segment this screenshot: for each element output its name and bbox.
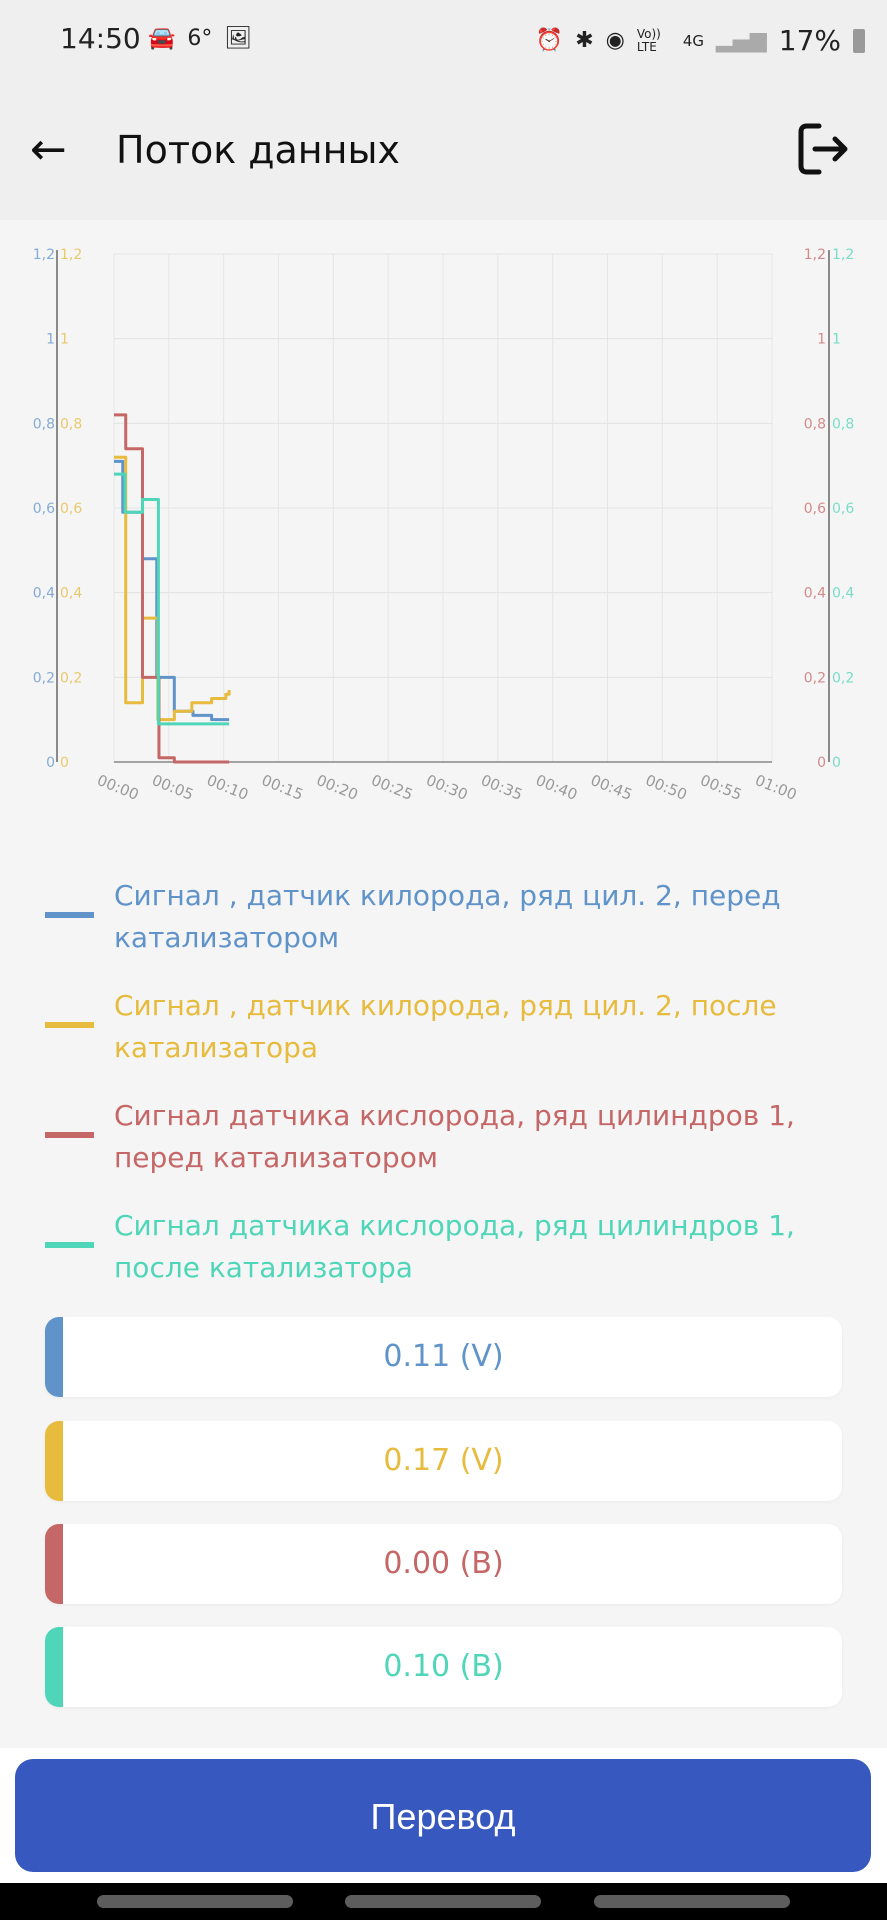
car-lock-icon: 🚘	[148, 26, 176, 51]
translate-button[interactable]: Перевод	[15, 1759, 871, 1872]
x-tick-label: 00:20	[314, 771, 361, 804]
y-tick-label-right-red: 0,6	[804, 501, 826, 517]
y-tick-label-left-yellow: 1	[60, 332, 69, 348]
x-tick-label: 00:45	[588, 771, 635, 804]
x-tick-label: 00:05	[149, 771, 196, 804]
value-card: 0.00 (В)	[45, 1524, 842, 1604]
legend-item: Сигнал датчика кислорода, ряд цилиндров …	[0, 1095, 887, 1179]
y-tick-label-left-yellow: 0,6	[60, 501, 82, 517]
y-tick-label-left-yellow: 0,8	[60, 416, 82, 432]
legend-label: Сигнал , датчик килорода, ряд цил. 2, пе…	[114, 879, 781, 954]
battery-icon	[853, 28, 865, 53]
legend-item: Сигнал , датчик килорода, ряд цил. 2, пе…	[0, 875, 887, 959]
value-card: 0.10 (В)	[45, 1627, 842, 1707]
series-line-yellow	[114, 455, 231, 722]
value-card: 0.11 (V)	[45, 1317, 842, 1397]
y-tick-label-left-blue: 0,8	[33, 416, 55, 432]
legend-swatch	[45, 1022, 94, 1028]
y-tick-label-right-red: 0,2	[804, 670, 826, 686]
value-text: 0.00 (В)	[383, 1546, 504, 1581]
status-bar: 14:50 🚘 6° 🖼 ⏰ ✱ ◉ Vo)) LTE 4G ▂▄▆ 17%	[0, 0, 887, 80]
value-card: 0.17 (V)	[45, 1421, 842, 1501]
x-tick-label: 00:15	[259, 771, 306, 804]
app-header: ← Поток данных	[0, 80, 887, 220]
y-tick-label-right-red: 1,2	[804, 247, 826, 263]
hotspot-icon: ◉	[605, 28, 625, 53]
y-tick-label-right-green: 0,8	[832, 416, 854, 432]
y-tick-label-left-blue: 1,2	[33, 247, 55, 263]
legend-label: Сигнал датчика кислорода, ряд цилиндров …	[114, 1209, 795, 1284]
value-text: 0.10 (В)	[383, 1649, 504, 1684]
y-tick-label-left-yellow: 0,4	[60, 586, 82, 602]
y-tick-label-right-red: 1	[817, 332, 826, 348]
x-tick-label: 00:30	[424, 771, 471, 804]
value-text: 0.11 (V)	[383, 1339, 504, 1374]
y-tick-label-left-yellow: 0,2	[60, 670, 82, 686]
y-tick-label-right-red: 0,8	[804, 416, 826, 432]
nav-recents[interactable]	[97, 1895, 293, 1908]
x-tick-label: 00:50	[643, 771, 690, 804]
series-line-red	[114, 413, 230, 764]
y-tick-label-left-blue: 0	[46, 755, 55, 771]
status-time: 14:50	[60, 22, 141, 55]
legend-swatch	[45, 912, 94, 918]
nav-home[interactable]	[345, 1895, 541, 1908]
chart-legend: Сигнал , датчик килорода, ряд цил. 2, пе…	[0, 875, 887, 1315]
back-button[interactable]: ←	[30, 124, 67, 175]
volte-icon: Vo)) LTE	[636, 26, 661, 54]
value-text: 0.17 (V)	[383, 1443, 504, 1478]
legend-swatch	[45, 1242, 94, 1248]
battery-percent: 17%	[778, 24, 841, 57]
logout-icon[interactable]	[797, 122, 851, 176]
y-tick-label-left-blue: 0,2	[33, 670, 55, 686]
legend-item: Сигнал датчика кислорода, ряд цилиндров …	[0, 1205, 887, 1289]
y-tick-label-left-yellow: 1,2	[60, 247, 82, 263]
series-line-green	[114, 472, 230, 726]
x-tick-label: 00:10	[204, 771, 251, 804]
nav-back[interactable]	[594, 1895, 790, 1908]
alarm-icon: ⏰	[535, 28, 564, 53]
x-tick-label: 00:25	[369, 771, 416, 804]
y-tick-label-right-green: 0	[832, 755, 841, 771]
y-tick-label-right-red: 0	[817, 755, 826, 771]
bluetooth-icon: ✱	[575, 28, 594, 53]
y-tick-label-right-green: 0,4	[832, 586, 854, 602]
temperature: 6°	[187, 26, 213, 51]
y-tick-label-right-green: 1,2	[832, 247, 854, 263]
legend-item: Сигнал , датчик килорода, ряд цил. 2, по…	[0, 985, 887, 1069]
x-tick-label: 00:00	[95, 771, 142, 804]
y-tick-label-right-green: 0,2	[832, 670, 854, 686]
x-tick-label: 00:40	[533, 771, 580, 804]
signal-icon: ▂▄▆	[716, 28, 767, 53]
image-icon: 🖼	[224, 26, 253, 51]
y-tick-label-left-blue: 0,4	[33, 586, 55, 602]
x-tick-label: 00:35	[478, 771, 525, 804]
y-tick-label-right-green: 0,6	[832, 501, 854, 517]
y-tick-label-left-yellow: 0	[60, 755, 69, 771]
x-tick-label: 01:00	[753, 771, 800, 804]
series-line-blue	[114, 459, 230, 722]
y-tick-label-right-red: 0,4	[804, 586, 826, 602]
bottom-bar: Перевод	[0, 1748, 887, 1883]
navigation-bar	[0, 1883, 887, 1920]
x-tick-label: 00:55	[698, 771, 745, 804]
y-tick-label-left-blue: 0,6	[33, 501, 55, 517]
data-stream-chart: 00:00 00:05 00:10 00:15 00:20 00:25 00:30 00:35…	[33, 247, 855, 804]
legend-label: Сигнал , датчик килорода, ряд цил. 2, по…	[114, 989, 777, 1064]
y-tick-label-right-green: 1	[832, 332, 841, 348]
page-title: Поток данных	[116, 128, 400, 172]
y-tick-label-left-blue: 1	[46, 332, 55, 348]
legend-swatch	[45, 1132, 94, 1138]
legend-label: Сигнал датчика кислорода, ряд цилиндров …	[114, 1099, 795, 1174]
network-type: 4G	[682, 31, 704, 50]
